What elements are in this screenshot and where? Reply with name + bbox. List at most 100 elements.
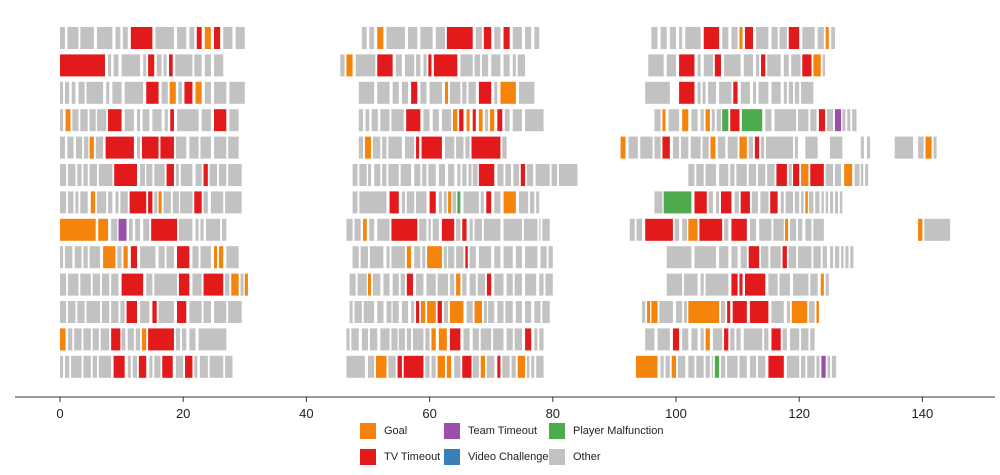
- segment-other-row-8-7: [143, 218, 150, 241]
- segment-other-row-9-32: [469, 246, 476, 269]
- segment-goal-row-11-47: [688, 301, 720, 323]
- segment-tv-timeout-row-2-33: [679, 54, 695, 77]
- segment-other-row-8-44: [773, 218, 784, 241]
- segment-other-row-13-2: [64, 355, 70, 378]
- segment-other-row-5-40: [727, 136, 738, 159]
- segment-tv-timeout-row-6-53: [776, 164, 787, 186]
- segment-other-row-13-48: [696, 355, 704, 378]
- segment-tv-timeout-row-7-35: [486, 191, 492, 214]
- segment-other-row-12-26: [425, 328, 430, 351]
- segment-other-row-1-45: [802, 27, 815, 49]
- segment-other-row-7-2: [68, 191, 74, 214]
- segment-other-row-9-33: [478, 246, 492, 269]
- segment-tv-timeout-row-1-40: [744, 27, 753, 49]
- segment-goal-row-5-38: [710, 136, 716, 159]
- segment-other-row-8-37: [682, 218, 688, 241]
- segment-other-row-9-49: [788, 246, 797, 269]
- segment-other-row-4-35: [504, 109, 510, 132]
- segment-other-row-13-39: [526, 355, 530, 378]
- segment-other-row-1-22: [435, 27, 445, 49]
- segment-other-row-8-42: [749, 218, 757, 241]
- segment-other-row-13-1: [60, 355, 64, 378]
- segment-tv-timeout-row-1-27: [503, 27, 510, 49]
- segment-goal-row-9-27: [427, 246, 442, 269]
- segment-other-row-2-34: [697, 54, 701, 77]
- segment-other-row-13-40: [531, 355, 535, 378]
- segment-other-row-6-46: [705, 164, 717, 186]
- segment-goal-row-10-14: [231, 273, 239, 296]
- segment-other-row-5-18: [372, 136, 381, 159]
- segment-other-row-3-43: [771, 81, 781, 104]
- segment-other-row-2-43: [791, 54, 801, 77]
- segment-other-row-6-52: [767, 164, 775, 186]
- segment-other-row-13-56: [757, 355, 766, 378]
- segment-other-row-13-26: [425, 355, 430, 378]
- segment-other-row-7-41: [654, 191, 663, 214]
- segment-other-row-10-4: [92, 273, 101, 296]
- segment-other-row-6-16: [209, 164, 218, 186]
- segment-other-row-11-9: [140, 301, 150, 323]
- segment-other-row-8-26: [469, 218, 473, 241]
- segment-other-row-6-29: [438, 164, 445, 186]
- segment-other-row-12-10: [135, 328, 141, 351]
- segment-goal-row-5-17: [364, 136, 372, 159]
- legend-label-tv-timeout: TV Timeout: [384, 451, 441, 463]
- segment-other-row-11-35: [497, 301, 504, 323]
- segment-other-row-1-5: [115, 27, 121, 49]
- segment-tv-timeout-row-11-50: [732, 301, 747, 323]
- segment-other-row-5-50: [866, 136, 871, 159]
- segment-other-row-4-46: [716, 109, 721, 132]
- segment-other-row-4-17: [229, 109, 239, 132]
- legend-item-goal: Goal: [360, 423, 407, 439]
- segment-other-row-4-57: [842, 109, 846, 132]
- segment-other-row-4-12: [164, 109, 168, 132]
- segment-other-row-9-57: [850, 246, 854, 269]
- segment-other-row-2-19: [404, 54, 415, 77]
- x-tick-label-40: 40: [299, 406, 313, 420]
- segment-other-row-11-7: [120, 301, 125, 323]
- segment-other-row-7-15: [172, 191, 179, 214]
- segment-other-row-6-45: [696, 164, 704, 186]
- segment-tv-timeout-row-12-47: [724, 328, 729, 351]
- segment-tv-timeout-row-12-41: [672, 328, 680, 351]
- segment-other-row-6-34: [472, 164, 478, 186]
- segment-other-row-5-4: [84, 136, 89, 159]
- segment-goal-row-7-56: [805, 191, 808, 214]
- segment-other-row-11-44: [659, 301, 673, 323]
- segment-other-row-4-50: [765, 109, 772, 132]
- segment-other-row-11-1: [60, 301, 67, 323]
- segment-other-row-7-53: [785, 191, 794, 214]
- segment-other-row-7-6: [96, 191, 107, 214]
- segment-other-row-13-63: [827, 355, 830, 378]
- segment-other-row-8-33: [629, 218, 635, 241]
- segment-other-row-12-49: [736, 328, 741, 351]
- segment-other-row-10-37: [525, 273, 537, 296]
- segment-other-row-12-22: [391, 328, 398, 351]
- segment-other-row-3-12: [178, 81, 182, 104]
- segment-other-row-1-31: [651, 27, 658, 49]
- segment-other-row-4-22: [391, 109, 404, 132]
- segment-other-row-3-33: [645, 81, 670, 104]
- segment-other-row-8-51: [924, 218, 951, 241]
- segment-goal-row-6-56: [801, 164, 809, 186]
- segment-other-row-4-45: [711, 109, 715, 132]
- segment-other-row-10-11: [192, 273, 202, 296]
- segment-other-row-12-30: [463, 328, 470, 351]
- segment-tv-timeout-row-2-17: [377, 54, 393, 77]
- segment-other-row-7-57: [809, 191, 814, 214]
- segment-tv-timeout-row-7-46: [720, 191, 732, 214]
- segment-goal-row-13-28: [437, 355, 445, 378]
- segment-tv-timeout-row-8-41: [731, 218, 747, 241]
- segment-other-row-10-38: [539, 273, 544, 296]
- legend-swatch-goal: [360, 423, 376, 439]
- segment-other-row-13-21: [368, 355, 375, 378]
- segment-tv-timeout-row-6-11: [166, 164, 174, 186]
- segment-other-row-4-52: [797, 109, 809, 132]
- segment-other-row-11-3: [77, 301, 85, 323]
- segment-other-row-7-52: [780, 191, 784, 214]
- segment-other-row-6-10: [154, 164, 165, 186]
- segment-other-row-5-54: [933, 136, 937, 159]
- segment-other-row-7-29: [443, 191, 447, 214]
- segment-tv-timeout-row-2-9: [169, 54, 173, 77]
- segment-other-row-12-20: [369, 328, 378, 351]
